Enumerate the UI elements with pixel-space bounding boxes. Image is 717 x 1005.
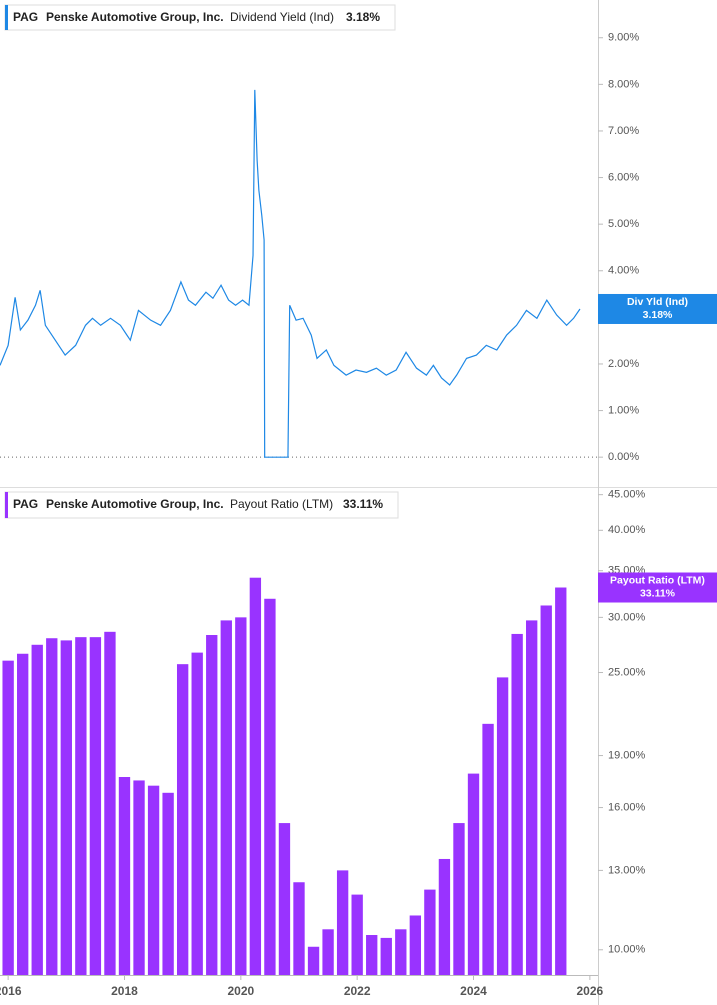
- legend-header: PAG Penske Automotive Group, Inc. Divide…: [4, 4, 396, 31]
- x-tick-label: 2022: [344, 984, 371, 998]
- bar: [191, 652, 203, 975]
- bar: [278, 823, 291, 975]
- bar: [118, 777, 131, 975]
- bar: [60, 640, 72, 975]
- bar: [424, 889, 436, 975]
- company: Penske Automotive Group, Inc.: [46, 10, 224, 24]
- value-flag: [598, 572, 717, 603]
- bar: [380, 937, 392, 975]
- y-tick-label: 0.00%: [608, 451, 639, 463]
- line: [0, 89, 581, 458]
- bar: [336, 870, 349, 975]
- legend-header: PAG Penske Automotive Group, Inc. Payout…: [4, 491, 399, 519]
- bar: [133, 780, 145, 975]
- last-value: 33.11%: [343, 497, 383, 511]
- bar: [467, 773, 480, 975]
- bar: [351, 894, 363, 975]
- bar: [482, 723, 494, 975]
- x-tick-label: 2016: [0, 984, 22, 998]
- y-tick-label: 5.00%: [608, 218, 639, 230]
- bar: [249, 577, 262, 975]
- y-tick-label: 13.00%: [608, 864, 646, 876]
- bar: [147, 785, 160, 975]
- bar: [75, 637, 87, 975]
- y-tick-label: 45.00%: [608, 489, 646, 501]
- x-tick-label: 2026: [577, 984, 604, 998]
- company: Penske Automotive Group, Inc.: [46, 497, 224, 511]
- bar: [89, 637, 102, 975]
- ticker: PAG: [13, 10, 38, 24]
- x-tick-label: 2018: [111, 984, 138, 998]
- header-box: [4, 4, 396, 31]
- bar: [104, 631, 116, 975]
- y-tick-label: 30.00%: [608, 611, 646, 623]
- x-tick-label: 2024: [460, 984, 487, 998]
- header-color: [5, 5, 8, 30]
- ticker: PAG: [13, 497, 38, 511]
- plots: 0.00%1.00%2.00%3.00%4.00%5.00%6.00%7.00%…: [0, 32, 717, 998]
- y-tick-label: 10.00%: [608, 944, 646, 956]
- flag-value: 3.18%: [643, 309, 673, 321]
- metric: Payout Ratio (LTM): [230, 497, 333, 511]
- bar: [322, 929, 334, 975]
- y-tick-label: 19.00%: [608, 749, 646, 761]
- y-tick-label: 7.00%: [608, 125, 639, 137]
- flag-name: Div Yld (Ind): [627, 296, 688, 308]
- bar: [162, 792, 174, 975]
- bar: [2, 660, 14, 975]
- bar: [555, 587, 567, 975]
- bar: [17, 653, 29, 975]
- bar: [496, 677, 509, 975]
- bar: [206, 635, 218, 975]
- bar: [235, 617, 247, 975]
- y-tick-label: 8.00%: [608, 78, 639, 90]
- bar: [46, 638, 58, 975]
- y-tick-label: 40.00%: [608, 524, 646, 536]
- bar: [307, 946, 320, 975]
- bar: [438, 858, 451, 975]
- y-tick-label: 16.00%: [608, 801, 646, 813]
- y-tick-label: 1.00%: [608, 404, 639, 416]
- bar: [511, 633, 523, 975]
- y-tick-label: 2.00%: [608, 358, 639, 370]
- bar: [293, 882, 305, 975]
- metric: Dividend Yield (Ind): [230, 10, 334, 24]
- bar: [409, 915, 422, 975]
- bar: [31, 644, 43, 975]
- last-value: 3.18%: [346, 10, 380, 24]
- flag-value: 33.11%: [640, 587, 676, 599]
- bar: [526, 620, 538, 975]
- bar: [453, 823, 465, 975]
- bar: [220, 620, 232, 975]
- flag-name: Payout Ratio (LTM): [610, 574, 705, 586]
- y-tick-label: 6.00%: [608, 171, 639, 183]
- y-tick-label: 4.00%: [608, 265, 639, 277]
- header-box: [4, 491, 399, 519]
- bar: [366, 935, 378, 975]
- bar: [540, 605, 552, 975]
- bar: [395, 929, 407, 975]
- header-color: [5, 492, 8, 518]
- value-flag: [598, 293, 717, 324]
- x-tick-label: 2020: [227, 984, 254, 998]
- y-tick-label: 9.00%: [608, 32, 639, 44]
- bar: [176, 664, 189, 975]
- bar: [264, 598, 276, 975]
- y-tick-label: 25.00%: [608, 666, 646, 678]
